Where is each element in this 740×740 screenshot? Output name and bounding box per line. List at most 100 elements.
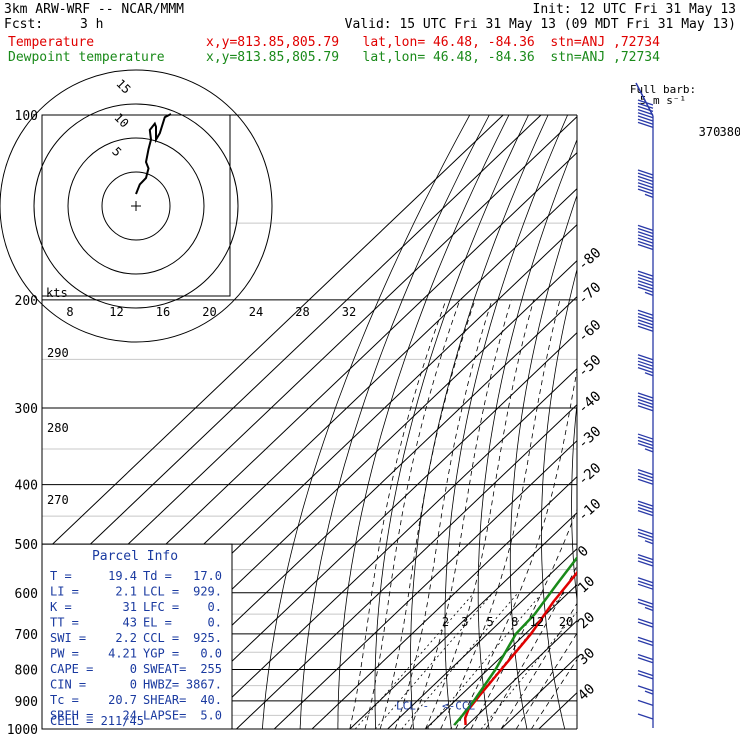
mixing-ratio-label: 12 xyxy=(530,615,544,629)
wind-barb-flag xyxy=(637,395,654,402)
hodograph-ring xyxy=(33,103,239,309)
wind-barb-flag xyxy=(637,319,654,326)
valid-time: Valid: 15 UTC Fri 31 May 13 (09 MDT Fri … xyxy=(344,17,736,32)
pressure-label: 800 xyxy=(15,663,38,678)
parcel-value: 20.7 xyxy=(108,693,137,707)
dry-adiabat xyxy=(710,115,740,729)
wind-barb-flag xyxy=(637,553,654,561)
wind-barb-flag xyxy=(637,178,654,186)
parcel-value: 2.2 xyxy=(115,631,137,645)
wind-barb xyxy=(637,528,654,545)
parcel-key: SREH = xyxy=(50,709,93,723)
wind-barb xyxy=(637,598,654,612)
parcel-value: 43 xyxy=(123,616,137,630)
wind-barb-flag xyxy=(637,699,654,706)
wind-barb xyxy=(637,685,654,695)
parcel-key: SWEAT= xyxy=(143,662,186,676)
parcel-value: 31 xyxy=(123,600,137,614)
dry-adiabat xyxy=(299,115,490,729)
hodograph-ring-label: 15 xyxy=(113,76,133,96)
parcel-value: 19.4 xyxy=(108,569,137,583)
dewpoint-legend: Dewpoint temperature xyxy=(8,50,165,65)
hodograph-units-label: kts xyxy=(46,286,68,300)
wind-barb-flag xyxy=(637,469,654,476)
isotherm xyxy=(42,115,542,591)
wind-barb-column: Full barb:5 m s⁻¹ xyxy=(630,82,696,728)
temperature-tick-label: -20 xyxy=(575,460,605,489)
isotherm xyxy=(500,655,577,729)
pressure-label: 900 xyxy=(15,695,38,710)
parcel-key: PW = xyxy=(50,647,79,661)
wind-barb-flag xyxy=(637,316,654,323)
wind-barb xyxy=(637,392,654,412)
dry-adiabat xyxy=(337,115,510,729)
theta-left-label: 290 xyxy=(47,346,69,360)
temperature-tick-label: -50 xyxy=(575,352,605,381)
mixing-ratio-label: 3 xyxy=(461,615,468,629)
isotherm xyxy=(462,619,577,729)
isotherm xyxy=(425,583,577,729)
parcel-value: 255 xyxy=(200,662,222,676)
wind-barb-flag xyxy=(637,557,654,564)
dewpoint-location: x,y=813.85,805.79 lat,lon= 46.48, -84.36… xyxy=(206,50,660,65)
moist-adiabat xyxy=(500,602,577,729)
parcel-key: CAPE = xyxy=(50,662,93,676)
wind-barb-half xyxy=(644,291,654,296)
profile-lines xyxy=(453,555,577,726)
isotherm xyxy=(538,691,577,729)
wind-barb-flag xyxy=(637,503,654,510)
wind-barb-flag xyxy=(637,283,654,290)
parcel-value: 0. xyxy=(208,616,222,630)
parcel-value: 925. xyxy=(193,631,222,645)
parcel-value: 17.0 xyxy=(193,569,222,583)
wind-barb xyxy=(637,469,654,485)
wind-barb-flag xyxy=(637,583,654,590)
parcel-info-title: Parcel Info xyxy=(92,549,178,564)
mixing-ratio-label: 5 xyxy=(486,615,493,629)
parcel-key: YGP = xyxy=(143,647,179,661)
dry-adiabat xyxy=(374,115,529,729)
wind-barb-flag xyxy=(637,713,654,720)
wind-barb-flag xyxy=(637,360,654,367)
parcel-key: CCL = xyxy=(143,631,179,645)
init-time: Init: 12 UTC Fri 31 May 13 xyxy=(532,2,737,17)
wind-barb-flag xyxy=(637,639,654,647)
wind-barb-flag xyxy=(637,657,654,664)
wind-barb-flag xyxy=(637,354,654,361)
model-title: 3km ARW-WRF -- NCAR/MMM xyxy=(4,2,185,17)
wind-barb-flag xyxy=(637,439,654,447)
isotherm xyxy=(349,511,577,729)
forecast-label: Fcst: xyxy=(4,17,44,32)
wind-barb xyxy=(637,309,654,332)
wind-barb-flag xyxy=(637,475,654,482)
wind-barb-flag xyxy=(637,240,654,247)
mixing-ratio-label: 16 xyxy=(156,305,170,319)
forecast-hour: 3 h xyxy=(80,17,104,32)
temperature-profile xyxy=(463,570,577,726)
pressure-label: 600 xyxy=(15,587,38,602)
temperature-tick-label: 10 xyxy=(575,573,598,596)
wind-barb-flag xyxy=(637,577,654,584)
wind-barb-flag xyxy=(637,121,654,129)
temperature-tick-label: -60 xyxy=(575,317,605,346)
dry-adiabat xyxy=(541,267,577,729)
wind-barb-flag xyxy=(637,560,654,567)
temperature-location: x,y=813.85,805.79 lat,lon= 46.48, -84.36… xyxy=(206,35,660,50)
wind-barb-flag xyxy=(637,234,654,241)
theta-left-label: 270 xyxy=(47,493,69,507)
theta-left-label: 280 xyxy=(47,421,69,435)
wind-barb-flag xyxy=(637,506,654,514)
wind-barb xyxy=(637,99,654,129)
parcel-key: HWBZ= xyxy=(143,678,179,692)
wind-barb xyxy=(637,433,654,453)
lcl-marker: LCL - xyxy=(396,699,429,712)
wind-barb-flag xyxy=(637,286,654,293)
moist-adiabat xyxy=(379,299,476,729)
wind-barb-flag xyxy=(637,528,654,535)
pressure-label: 200 xyxy=(15,294,38,309)
wind-barb xyxy=(637,354,654,377)
isotherm xyxy=(236,403,577,729)
wind-barb-half xyxy=(644,606,654,612)
pressure-label: 500 xyxy=(15,538,38,553)
wind-barb xyxy=(637,169,654,198)
